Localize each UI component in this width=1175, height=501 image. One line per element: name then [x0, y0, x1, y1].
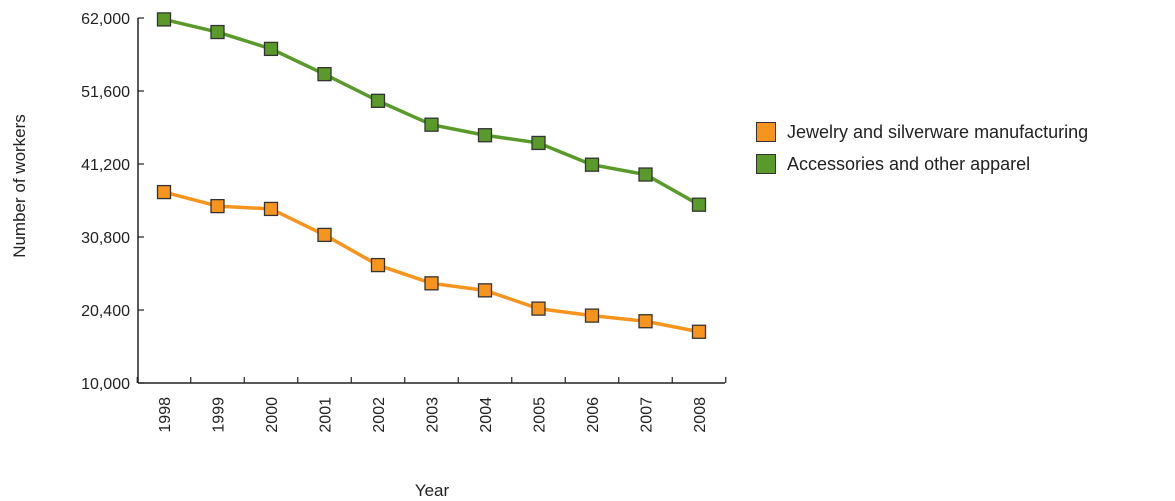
series-0-point	[156, 184, 172, 200]
series-line-1	[163, 17, 700, 207]
series-1-point	[584, 157, 600, 172]
y-axis-title: Number of workers	[10, 114, 29, 258]
series-0-point	[584, 308, 600, 323]
y-tick-label: 10,000	[81, 376, 130, 393]
x-tick-label: 1999	[211, 397, 228, 433]
x-tick-label: 2002	[371, 397, 388, 433]
series-0-point	[317, 227, 332, 243]
series-1-point	[370, 93, 386, 108]
legend-label-jewelry: Jewelry and silverware manufacturing	[787, 121, 1089, 142]
legend-item-jewelry: Jewelry and silverware manufacturing	[756, 116, 1088, 148]
legend-swatch-jewelry	[756, 122, 776, 142]
y-tick-label: 51,600	[81, 84, 130, 101]
x-tick-label: 1998	[157, 397, 174, 433]
series-0-point	[263, 201, 279, 217]
legend: Jewelry and silverware manufacturing Acc…	[756, 116, 1088, 180]
legend-label-accessories: Accessories and other apparel	[787, 153, 1031, 174]
y-tick-label: 41,200	[81, 157, 130, 174]
series-1-point	[317, 67, 332, 82]
series-0-point	[370, 257, 386, 273]
series-1-point	[477, 128, 493, 143]
x-tick-label: 2004	[478, 397, 495, 433]
series-1-point	[210, 24, 225, 40]
series-0-point	[531, 301, 546, 316]
x-axis: 1998 1999 2000 2001 2002 2003 2004 2005 2006 2007…	[136, 377, 727, 433]
x-axis-title: Year	[415, 481, 450, 500]
series-1-point	[263, 41, 279, 57]
series-1-point	[691, 197, 707, 212]
legend-item-accessories: Accessories and other apparel	[756, 148, 1088, 180]
series-1-point	[424, 117, 439, 132]
series-0-point	[691, 324, 707, 339]
x-tick-label: 2006	[585, 397, 602, 433]
x-tick-label: 2007	[639, 397, 656, 433]
series-line-0	[163, 190, 700, 334]
x-tick-label: 2001	[318, 397, 335, 433]
series-1-point	[638, 167, 653, 182]
series-1-point	[531, 135, 546, 151]
series-0-point	[424, 276, 439, 291]
series-layer	[156, 12, 707, 339]
x-tick-label: 2008	[692, 397, 709, 433]
legend-swatch-accessories	[756, 154, 776, 174]
series-0-point	[477, 283, 493, 298]
y-tick-label: 62,000	[81, 11, 130, 28]
x-tick-label: 2005	[532, 397, 549, 433]
x-tick-label: 2003	[425, 397, 442, 433]
x-tick-label: 2000	[264, 397, 281, 433]
y-axis: 10,000 20,400 30,800 41,200 51,600 62,000	[81, 11, 144, 393]
y-tick-label: 30,800	[81, 230, 130, 247]
series-0-point	[638, 314, 653, 329]
series-0-point	[210, 198, 225, 214]
series-1-point	[156, 12, 172, 27]
y-tick-label: 20,400	[81, 303, 130, 320]
